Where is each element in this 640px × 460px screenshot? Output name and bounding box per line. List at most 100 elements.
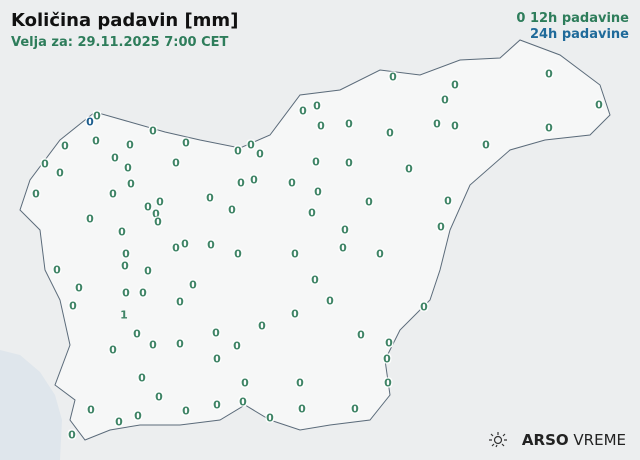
- station-value[interactable]: 0: [134, 409, 142, 423]
- station-value[interactable]: 0: [384, 376, 392, 390]
- station-value[interactable]: 0: [126, 138, 134, 152]
- station-value[interactable]: 0: [299, 104, 307, 118]
- station-value[interactable]: 0: [155, 390, 163, 404]
- station-value[interactable]: 0: [357, 328, 365, 342]
- station-value[interactable]: 0: [313, 99, 321, 113]
- station-value[interactable]: 0: [122, 247, 130, 261]
- station-value[interactable]: 0: [386, 126, 394, 140]
- station-value[interactable]: 0: [241, 376, 249, 390]
- station-value[interactable]: 0: [118, 225, 126, 239]
- station-value[interactable]: 0: [56, 166, 64, 180]
- station-value[interactable]: 0: [420, 300, 428, 314]
- station-value[interactable]: 0: [383, 352, 391, 366]
- station-value[interactable]: 0: [61, 139, 69, 153]
- station-value[interactable]: 0: [247, 138, 255, 152]
- station-value[interactable]: 0: [109, 187, 117, 201]
- station-value[interactable]: 0: [92, 134, 100, 148]
- station-value[interactable]: 0: [288, 176, 296, 190]
- station-value[interactable]: 0: [176, 337, 184, 351]
- station-value[interactable]: 0: [41, 157, 49, 171]
- station-value[interactable]: 0: [482, 138, 490, 152]
- station-value[interactable]: 0: [296, 376, 304, 390]
- station-value[interactable]: 0: [291, 247, 299, 261]
- station-value[interactable]: 0: [433, 117, 441, 131]
- station-value[interactable]: 0: [172, 241, 180, 255]
- station-value[interactable]: 0: [312, 155, 320, 169]
- station-value[interactable]: 0: [154, 215, 162, 229]
- station-value[interactable]: 0: [376, 247, 384, 261]
- station-value[interactable]: 0: [111, 151, 119, 165]
- station-value[interactable]: 0: [405, 162, 413, 176]
- station-value[interactable]: 0: [258, 319, 266, 333]
- station-value[interactable]: 0: [545, 67, 553, 81]
- station-value[interactable]: 0: [149, 338, 157, 352]
- station-value[interactable]: 0: [311, 273, 319, 287]
- arso-logo[interactable]: ARSO VREME: [488, 431, 626, 449]
- station-value[interactable]: 0: [53, 263, 61, 277]
- station-value[interactable]: 0: [75, 281, 83, 295]
- station-value[interactable]: 0: [239, 395, 247, 409]
- station-value[interactable]: 0: [69, 299, 77, 313]
- station-value[interactable]: 0: [545, 121, 553, 135]
- station-value[interactable]: 0: [109, 343, 117, 357]
- station-value[interactable]: 0: [87, 403, 95, 417]
- station-value[interactable]: 0: [365, 195, 373, 209]
- station-value[interactable]: 0: [68, 428, 76, 442]
- station-value[interactable]: 0: [156, 195, 164, 209]
- station-value[interactable]: 0: [266, 411, 274, 425]
- station-value[interactable]: 0: [314, 185, 322, 199]
- station-value[interactable]: 0: [317, 119, 325, 133]
- station-value[interactable]: 0: [206, 191, 214, 205]
- station-value[interactable]: 0: [213, 352, 221, 366]
- station-value[interactable]: 0: [291, 307, 299, 321]
- station-value[interactable]: 0: [93, 109, 101, 123]
- station-value[interactable]: 0: [351, 402, 359, 416]
- station-value[interactable]: 0: [228, 203, 236, 217]
- station-value[interactable]: 0: [298, 402, 306, 416]
- station-value[interactable]: 0: [385, 336, 393, 350]
- station-value[interactable]: 0: [595, 98, 603, 112]
- station-value[interactable]: 0: [32, 187, 40, 201]
- station-value[interactable]: 0: [234, 144, 242, 158]
- station-value[interactable]: 0: [234, 247, 242, 261]
- station-value[interactable]: 0: [133, 327, 141, 341]
- station-value[interactable]: 0: [437, 220, 445, 234]
- station-value[interactable]: 0: [182, 404, 190, 418]
- station-value[interactable]: 0: [237, 176, 245, 190]
- station-value[interactable]: 0: [176, 295, 184, 309]
- station-value[interactable]: 0: [256, 147, 264, 161]
- station-value[interactable]: 0: [345, 117, 353, 131]
- station-value[interactable]: 0: [127, 177, 135, 191]
- station-value[interactable]: 0: [115, 415, 123, 429]
- station-value[interactable]: 0: [86, 212, 94, 226]
- station-value[interactable]: 0: [144, 264, 152, 278]
- station-value[interactable]: 0: [189, 278, 197, 292]
- station-value[interactable]: 0: [122, 286, 130, 300]
- station-value[interactable]: 0: [250, 173, 258, 187]
- station-value[interactable]: 0: [121, 259, 129, 273]
- station-value[interactable]: 0: [138, 371, 146, 385]
- station-value[interactable]: 0: [341, 223, 349, 237]
- station-value[interactable]: 0: [389, 70, 397, 84]
- station-value[interactable]: 0: [444, 194, 452, 208]
- station-value[interactable]: 0: [233, 339, 241, 353]
- station-value[interactable]: 0: [172, 156, 180, 170]
- station-value[interactable]: 0: [308, 206, 316, 220]
- station-value[interactable]: 0: [345, 156, 353, 170]
- station-value[interactable]: 0: [124, 161, 132, 175]
- station-value[interactable]: 1: [120, 308, 128, 322]
- station-value[interactable]: 0: [213, 398, 221, 412]
- station-value[interactable]: 0: [144, 200, 152, 214]
- station-value[interactable]: 0: [326, 294, 334, 308]
- station-value[interactable]: 0: [212, 326, 220, 340]
- station-value[interactable]: 0: [182, 136, 190, 150]
- station-value[interactable]: 0: [181, 237, 189, 251]
- station-value[interactable]: 0: [451, 119, 459, 133]
- station-value[interactable]: 0: [339, 241, 347, 255]
- station-value[interactable]: 0: [149, 124, 157, 138]
- station-value[interactable]: 0: [152, 207, 160, 221]
- station-value[interactable]: 0: [139, 286, 147, 300]
- station-value[interactable]: 0: [207, 238, 215, 252]
- station-value[interactable]: 0: [451, 78, 459, 92]
- station-value[interactable]: 0: [86, 115, 94, 129]
